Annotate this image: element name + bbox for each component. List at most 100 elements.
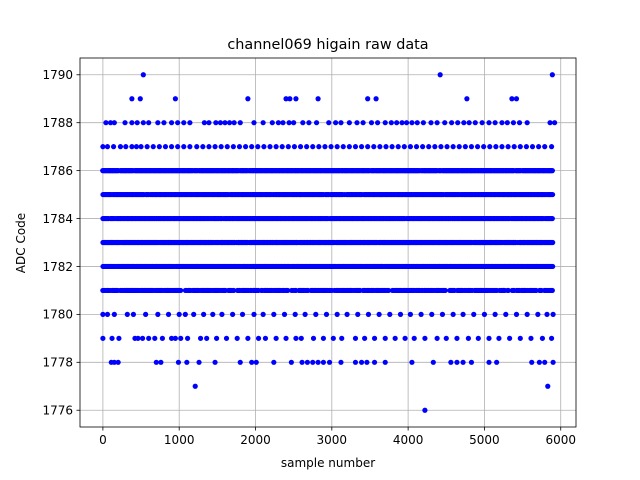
x-tick-label: 4000 [393,433,424,447]
data-point [429,311,435,317]
data-point [138,144,144,150]
data-point [460,311,466,317]
data-point [192,383,198,389]
data-point [442,120,448,126]
data-point [310,335,317,341]
data-point [364,359,370,365]
data-point [382,120,388,126]
data-point [168,144,175,150]
data-point [475,335,481,341]
data-point [310,359,316,365]
data-point [346,120,352,126]
data-point [271,359,277,365]
data-point [165,311,172,317]
data-point [271,311,277,317]
data-point [549,287,555,294]
data-point [184,359,190,365]
data-point [223,335,230,341]
data-point [352,359,359,365]
data-point [306,120,312,126]
data-point [428,120,434,126]
data-point [385,287,392,294]
data-point [196,359,202,365]
data-point [392,335,398,341]
data-point [175,359,182,365]
data-point [116,335,122,341]
x-tick-label: 5000 [469,433,500,447]
data-point [267,144,273,150]
data-point [191,311,197,317]
data-point [373,96,379,102]
data-point [486,335,492,341]
data-point [505,287,511,294]
data-point [107,120,114,126]
data-point [542,359,548,365]
data-point [251,120,257,126]
y-tick-label: 1786 [42,164,73,178]
data-point [302,311,308,317]
data-point [293,96,299,102]
chart-title: channel069 higain raw data [227,37,428,53]
data-point [456,144,462,150]
data-point [100,335,106,341]
data-point [320,359,327,365]
data-point [460,359,466,365]
data-point [496,335,502,341]
data-point [411,335,417,341]
data-point [492,311,498,317]
data-point [493,144,499,150]
data-point [395,144,401,150]
data-point [434,335,440,341]
data-point [178,287,184,294]
data-point [201,311,207,317]
data-point [269,120,275,126]
data-point [292,311,298,317]
data-point [285,144,291,150]
data-point [432,144,438,150]
data-point [310,144,316,150]
data-point [486,359,492,365]
data-point [122,120,128,126]
data-point [262,335,269,341]
data-point [152,335,158,341]
data-point [261,144,267,150]
data-point [548,335,555,341]
data-point [313,311,319,317]
data-point [516,120,523,126]
data-point [487,144,493,150]
data-point [213,120,219,126]
data-point [111,359,117,365]
data-point [249,144,255,150]
data-point [155,311,161,317]
data-point [172,96,178,102]
data-point [293,335,299,341]
data-point [365,311,372,317]
data-point [206,120,212,126]
data-point [140,72,146,78]
data-point [346,144,352,150]
data-point [524,120,530,126]
data-point [505,144,511,150]
data-point [455,120,461,126]
data-point [549,191,556,198]
data-point [352,144,359,150]
data-point [550,311,556,317]
data-point [528,335,534,341]
data-point [468,359,475,365]
x-tick-label: 1000 [164,433,195,447]
data-point [544,311,550,317]
data-point [552,120,558,126]
data-point [450,311,456,317]
data-point [146,335,152,341]
data-point [461,120,467,126]
data-point [339,335,345,341]
data-point [529,359,535,365]
data-point [222,120,228,126]
data-point [338,359,344,365]
data-point [414,120,420,126]
data-point [162,144,169,150]
data-point [377,144,383,150]
data-point [175,144,181,150]
data-point [316,144,322,150]
